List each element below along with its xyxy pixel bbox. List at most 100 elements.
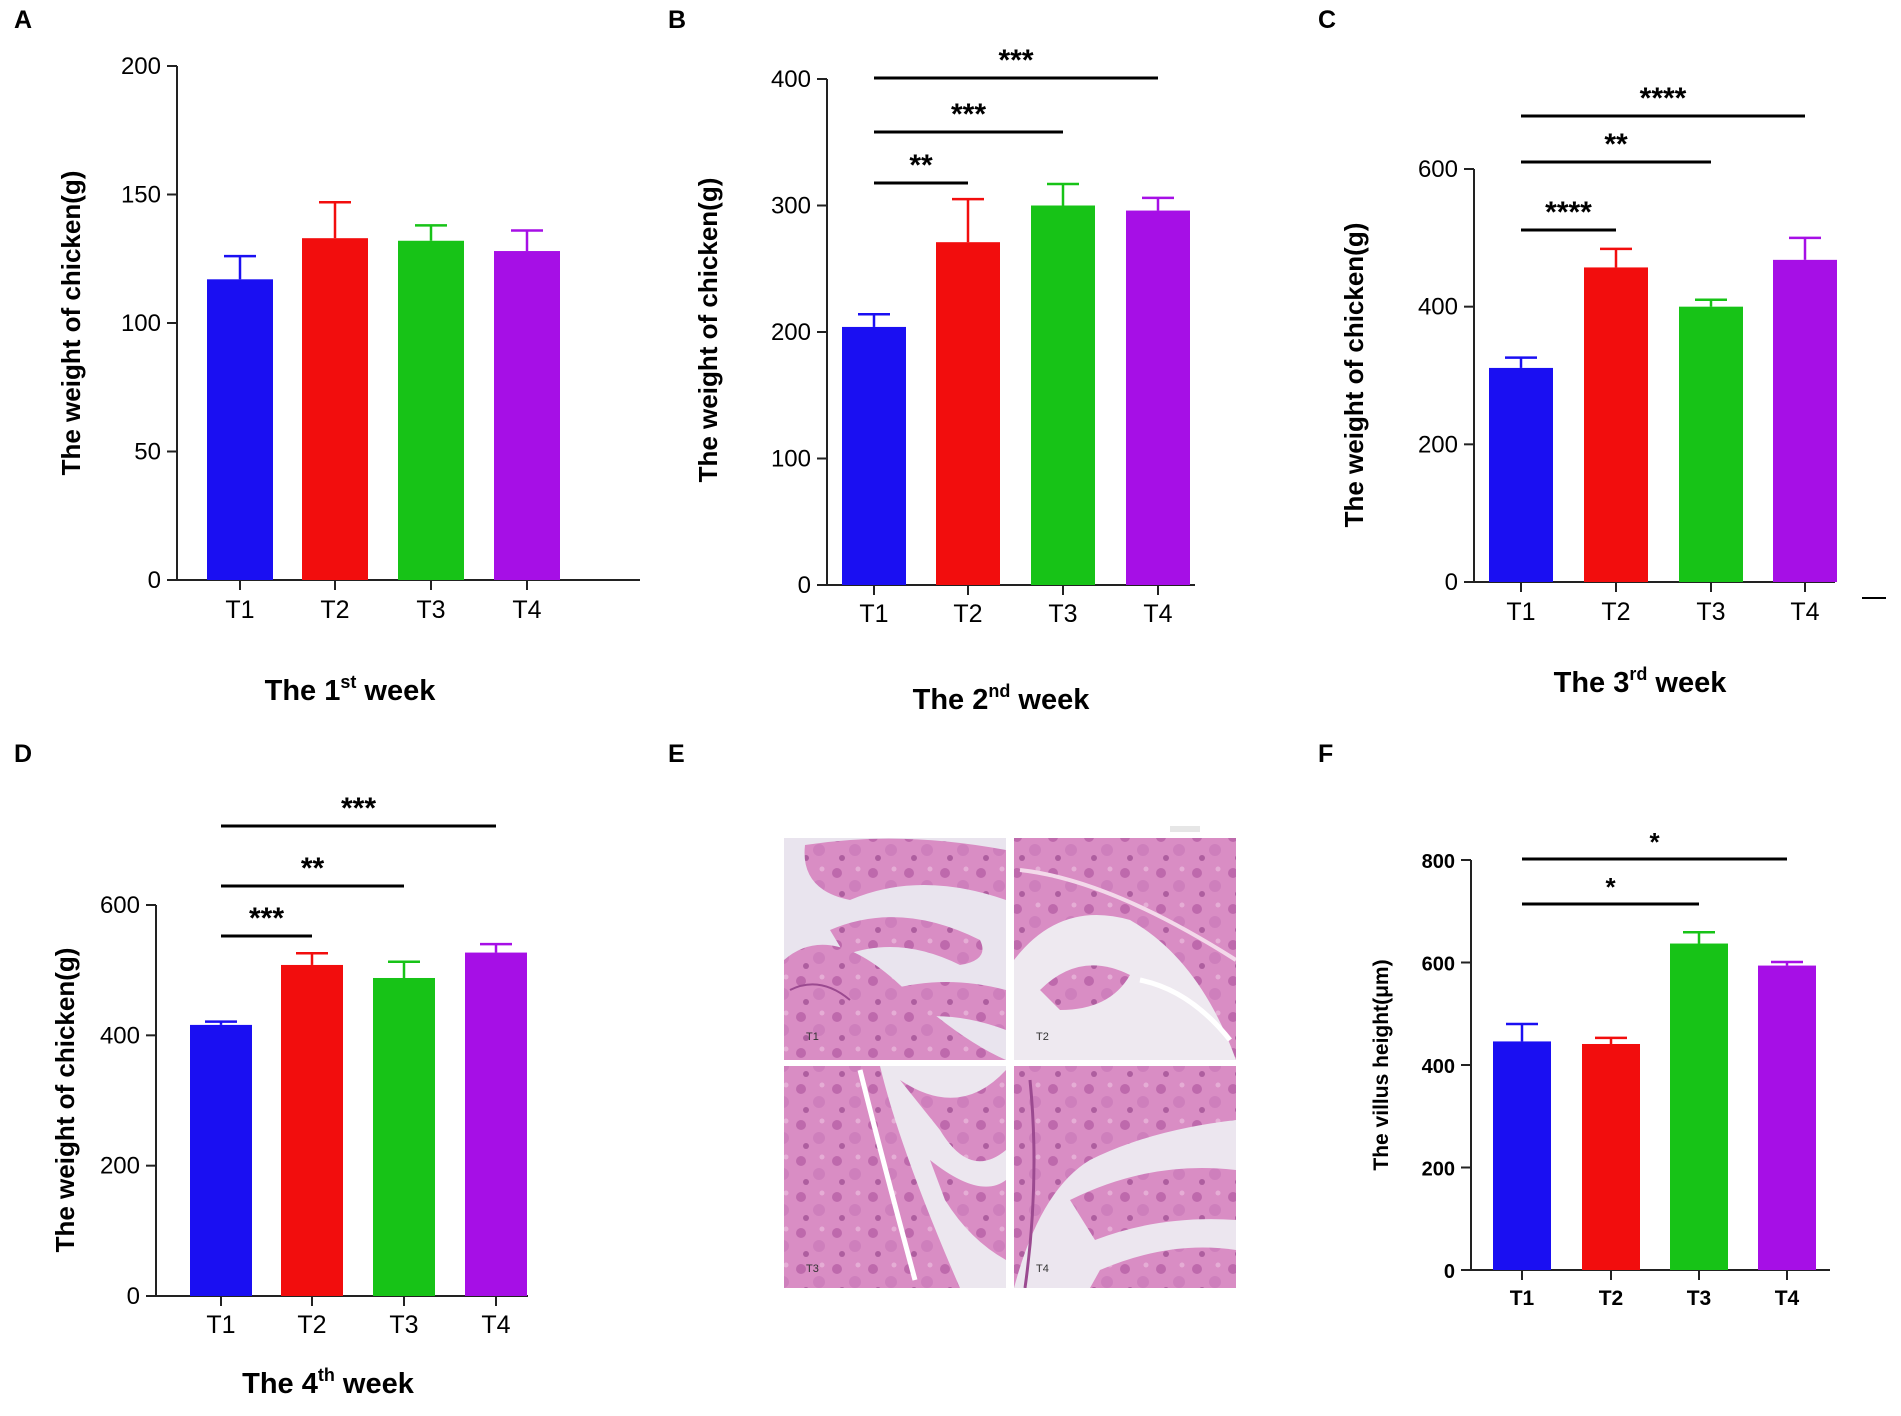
x-tick-label-t3: T3: [1687, 1287, 1712, 1310]
y-axis-title: The weight of chicken(g): [50, 948, 80, 1253]
y-tick-label: 400: [1422, 1056, 1455, 1078]
x-tick-label-t1: T1: [206, 1311, 235, 1339]
y-tick-label: 100: [121, 310, 161, 337]
y-tick-label: 200: [1422, 1159, 1455, 1181]
scale-bar: [1170, 826, 1200, 832]
bar-t2: [1582, 1043, 1640, 1270]
y-tick-label: 400: [771, 66, 811, 93]
x-tick-label-t3: T3: [389, 1311, 418, 1339]
bar-t2: [281, 964, 343, 1296]
significance-label: **: [301, 852, 325, 885]
y-tick-label: 100: [771, 446, 811, 473]
x-tick-label-t2: T2: [953, 600, 982, 628]
bar-t3: [398, 240, 464, 580]
y-axis-title: The weight of chicken(g): [1339, 223, 1369, 528]
y-tick-label: 150: [121, 182, 161, 209]
x-tick-label-t2: T2: [1601, 598, 1630, 626]
x-tick-label-t3: T3: [416, 596, 445, 624]
x-tick-label-t4: T4: [1775, 1287, 1800, 1310]
x-tick-label-t4: T4: [1143, 600, 1172, 628]
y-tick-label: 800: [1422, 851, 1455, 873]
y-tick-label: 400: [100, 1022, 140, 1049]
bar-t1: [207, 279, 273, 580]
x-tick-label-t1: T1: [1506, 598, 1535, 626]
panel-letter-c: C: [1318, 6, 1336, 34]
panel-letter-f: F: [1318, 740, 1333, 768]
panel-letter-b: B: [668, 6, 686, 34]
significance-label: ****: [1545, 196, 1592, 229]
bar-t1: [842, 326, 906, 585]
significance-label: **: [1604, 128, 1628, 161]
bar-t3: [373, 977, 435, 1296]
significance-label: ***: [249, 902, 284, 935]
y-tick-label: 300: [771, 193, 811, 220]
x-axis-title: The 1st week: [265, 672, 437, 707]
micrograph-tile-t1: [784, 838, 1006, 1060]
x-tick-label-t4: T4: [1790, 598, 1819, 626]
x-tick-label-t4: T4: [512, 596, 541, 624]
significance-label: ***: [951, 98, 986, 131]
bar-t4: [1773, 259, 1837, 582]
bar-t3: [1679, 306, 1743, 582]
x-tick-label-t2: T2: [320, 596, 349, 624]
micrograph-tile-t3: [784, 1066, 1006, 1288]
bar-t2: [1584, 267, 1648, 582]
micrograph-label-t1: T1: [806, 1031, 819, 1043]
y-axis-title: The villus height(μm): [1370, 959, 1393, 1170]
panel-letter-a: A: [14, 6, 32, 34]
x-tick-label-t4: T4: [481, 1311, 510, 1339]
x-axis-title: The 4th week: [242, 1365, 415, 1400]
chart-villus-height: 0 200 400 600 800 T1 T2 T3 T4 * * The villus height…: [1370, 827, 1830, 1310]
y-tick-label: 200: [100, 1153, 140, 1180]
x-tick-label-t1: T1: [225, 596, 254, 624]
y-tick-label: 0: [1444, 1261, 1455, 1283]
bar-t1: [190, 1024, 252, 1296]
y-tick-label: 600: [1418, 156, 1458, 183]
villus-micrograph: T1 T2 T3 T4: [782, 826, 1238, 1290]
y-tick-label: 200: [771, 319, 811, 346]
x-tick-label-t1: T1: [1510, 1287, 1535, 1310]
significance-label: **: [909, 149, 933, 182]
panel-letter-e: E: [668, 740, 685, 768]
bar-t4: [1126, 210, 1190, 585]
x-tick-label-t2: T2: [1599, 1287, 1624, 1310]
y-tick-label: 0: [148, 567, 161, 594]
micrograph-label-t2: T2: [1036, 1031, 1049, 1043]
bar-t2: [302, 238, 368, 580]
x-tick-label-t2: T2: [297, 1311, 326, 1339]
chart-week-1: 0 50 100 150 200 T1 T2 T3 T4 The weight of chicke…: [56, 53, 640, 707]
x-tick-label-t3: T3: [1048, 600, 1077, 628]
y-tick-label: 50: [134, 439, 161, 466]
bar-t1: [1489, 367, 1553, 582]
y-tick-label: 200: [1418, 431, 1458, 458]
x-axis-title: The 2nd week: [913, 681, 1091, 716]
x-tick-label-t3: T3: [1696, 598, 1725, 626]
y-tick-label: 600: [100, 892, 140, 919]
significance-label: ****: [1640, 82, 1687, 115]
y-axis-title: The weight of chicken(g): [693, 178, 723, 483]
bar-t1: [1493, 1041, 1551, 1270]
micrograph-tile-t2: [1014, 838, 1236, 1060]
significance-label: ***: [341, 792, 376, 825]
micrograph-label-t4: T4: [1036, 1263, 1049, 1275]
bar-t3: [1031, 205, 1095, 585]
bar-t3: [1670, 943, 1728, 1270]
y-tick-label: 400: [1418, 294, 1458, 321]
significance-label: ***: [998, 44, 1033, 77]
y-tick-label: 200: [121, 53, 161, 80]
significance-label: *: [1649, 827, 1660, 857]
y-tick-label: 0: [798, 572, 811, 599]
x-tick-label-t1: T1: [859, 600, 888, 628]
micrograph-label-t3: T3: [806, 1263, 819, 1275]
bar-t2: [936, 242, 1000, 585]
significance-label: *: [1605, 872, 1616, 902]
bar-t4: [494, 251, 560, 581]
micrograph-tile-t4: [1014, 1066, 1236, 1288]
panel-letter-d: D: [14, 740, 32, 768]
y-axis-title: The weight of chicken(g): [56, 171, 86, 476]
